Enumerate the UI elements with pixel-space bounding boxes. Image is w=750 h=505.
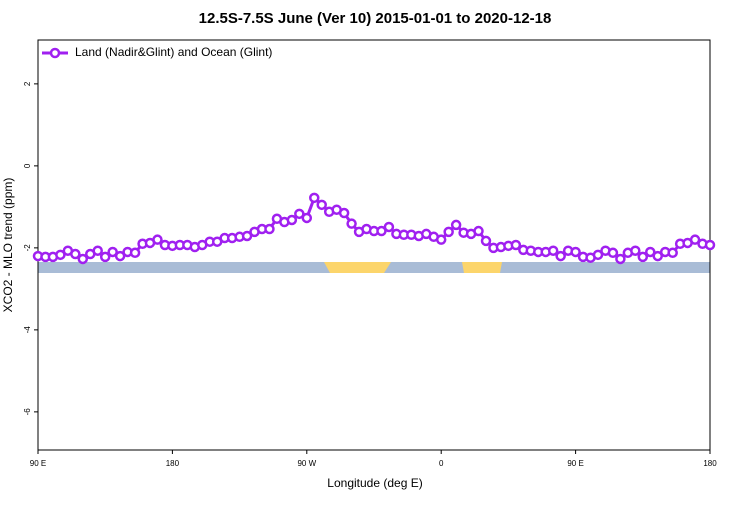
point	[450, 219, 462, 231]
x-axis-label: Longitude (deg E)	[327, 476, 422, 490]
point	[114, 250, 126, 262]
y-tick-label: 0	[23, 163, 32, 168]
point	[510, 239, 522, 251]
point	[689, 234, 701, 245]
point	[346, 218, 357, 229]
y-tick-label: -2	[23, 244, 32, 252]
point	[652, 250, 663, 262]
point	[301, 212, 313, 224]
y-tick-label: -6	[23, 408, 32, 416]
point	[286, 214, 298, 226]
point	[570, 246, 581, 258]
point	[316, 199, 327, 211]
land-band	[462, 262, 502, 273]
point	[55, 249, 66, 261]
point	[473, 225, 484, 237]
point	[637, 251, 649, 263]
point	[294, 208, 305, 220]
point	[338, 207, 350, 219]
chart-title: 12.5S-7.5S June (Ver 10) 2015-01-01 to 2…	[199, 10, 552, 27]
land-band	[324, 262, 391, 273]
legend-label: Land (Nadir&Glint) and Ocean (Glint)	[75, 45, 272, 59]
point	[92, 245, 103, 256]
point	[129, 247, 141, 259]
y-tick-label: 2	[23, 81, 32, 86]
point	[107, 246, 118, 258]
y-tick-label: -4	[23, 326, 32, 334]
point	[443, 226, 454, 238]
legend-marker	[49, 47, 61, 59]
point	[309, 192, 320, 204]
point	[630, 245, 641, 256]
point	[607, 247, 619, 259]
x-tick-label: 90 E	[567, 459, 583, 468]
point	[376, 225, 387, 237]
point	[264, 223, 275, 235]
point	[241, 230, 253, 242]
x-tick-label: 180	[166, 459, 180, 468]
point	[99, 251, 111, 263]
point	[435, 234, 447, 245]
point	[645, 246, 656, 258]
x-tick-label: 0	[439, 459, 444, 468]
point	[555, 250, 566, 262]
point	[77, 253, 89, 265]
point	[480, 235, 492, 247]
x-tick-label: 180	[703, 459, 717, 468]
point	[383, 221, 395, 233]
point	[152, 234, 163, 245]
point	[547, 245, 559, 256]
y-axis-label: XCO2 - MLO trend (ppm)	[1, 178, 15, 313]
x-tick-label: 90 W	[297, 459, 316, 468]
point	[592, 249, 604, 261]
point	[615, 253, 626, 265]
x-tick-label: 90 E	[30, 459, 46, 468]
point	[70, 248, 81, 260]
point	[704, 239, 716, 251]
point	[667, 247, 678, 259]
